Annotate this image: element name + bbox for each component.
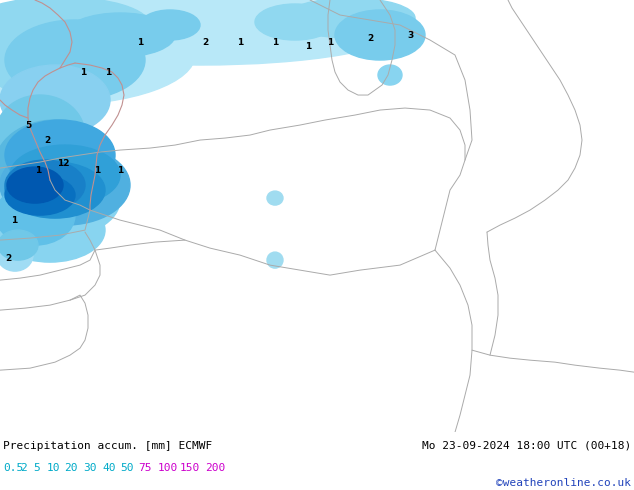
Text: 0.5: 0.5 xyxy=(3,463,23,473)
Text: 1: 1 xyxy=(237,38,243,47)
Ellipse shape xyxy=(255,4,335,40)
Text: 1: 1 xyxy=(272,38,278,47)
Text: 150: 150 xyxy=(180,463,200,473)
Ellipse shape xyxy=(10,145,120,205)
Text: 1: 1 xyxy=(105,68,111,76)
Text: 2: 2 xyxy=(20,463,27,473)
Text: 2: 2 xyxy=(44,136,50,145)
Ellipse shape xyxy=(285,0,415,38)
Ellipse shape xyxy=(0,65,110,135)
Text: 2: 2 xyxy=(367,33,373,43)
Text: 40: 40 xyxy=(102,463,115,473)
Text: 30: 30 xyxy=(83,463,96,473)
Ellipse shape xyxy=(0,145,130,225)
Text: 1: 1 xyxy=(94,166,100,174)
Ellipse shape xyxy=(335,10,425,60)
Ellipse shape xyxy=(140,10,200,40)
Text: ©weatheronline.co.uk: ©weatheronline.co.uk xyxy=(496,478,631,488)
Ellipse shape xyxy=(5,120,115,190)
Ellipse shape xyxy=(267,252,283,268)
Ellipse shape xyxy=(0,120,115,210)
Ellipse shape xyxy=(5,175,75,215)
Text: 1: 1 xyxy=(11,216,17,224)
Ellipse shape xyxy=(0,239,33,271)
Text: 20: 20 xyxy=(64,463,77,473)
Text: 2: 2 xyxy=(5,254,11,263)
Ellipse shape xyxy=(5,160,85,210)
Text: Mo 23-09-2024 18:00 UTC (00+18): Mo 23-09-2024 18:00 UTC (00+18) xyxy=(422,441,631,451)
Ellipse shape xyxy=(0,212,42,248)
Text: 3: 3 xyxy=(407,30,413,40)
Ellipse shape xyxy=(0,5,195,105)
Text: 1: 1 xyxy=(305,42,311,50)
Ellipse shape xyxy=(5,162,105,218)
Text: 200: 200 xyxy=(205,463,225,473)
Text: 12: 12 xyxy=(57,159,69,168)
Ellipse shape xyxy=(0,230,38,260)
Text: 5: 5 xyxy=(33,463,40,473)
Text: 1: 1 xyxy=(137,38,143,47)
Ellipse shape xyxy=(0,5,80,95)
Ellipse shape xyxy=(7,167,63,203)
Ellipse shape xyxy=(0,185,75,245)
Text: 10: 10 xyxy=(47,463,60,473)
Text: 5: 5 xyxy=(25,121,31,129)
Text: 50: 50 xyxy=(120,463,134,473)
Ellipse shape xyxy=(378,65,402,85)
Text: 1: 1 xyxy=(117,166,123,174)
Text: 1: 1 xyxy=(80,68,86,76)
Text: 100: 100 xyxy=(158,463,178,473)
Text: 2: 2 xyxy=(202,38,208,47)
Text: Precipitation accum. [mm] ECMWF: Precipitation accum. [mm] ECMWF xyxy=(3,441,212,451)
Ellipse shape xyxy=(0,162,120,238)
Text: 1: 1 xyxy=(327,38,333,47)
Ellipse shape xyxy=(65,13,175,57)
Ellipse shape xyxy=(267,191,283,205)
Ellipse shape xyxy=(0,198,105,262)
Text: 1: 1 xyxy=(35,166,41,174)
Text: 75: 75 xyxy=(138,463,152,473)
Ellipse shape xyxy=(0,0,400,65)
Ellipse shape xyxy=(5,20,145,100)
Ellipse shape xyxy=(0,0,150,53)
Ellipse shape xyxy=(0,95,85,175)
